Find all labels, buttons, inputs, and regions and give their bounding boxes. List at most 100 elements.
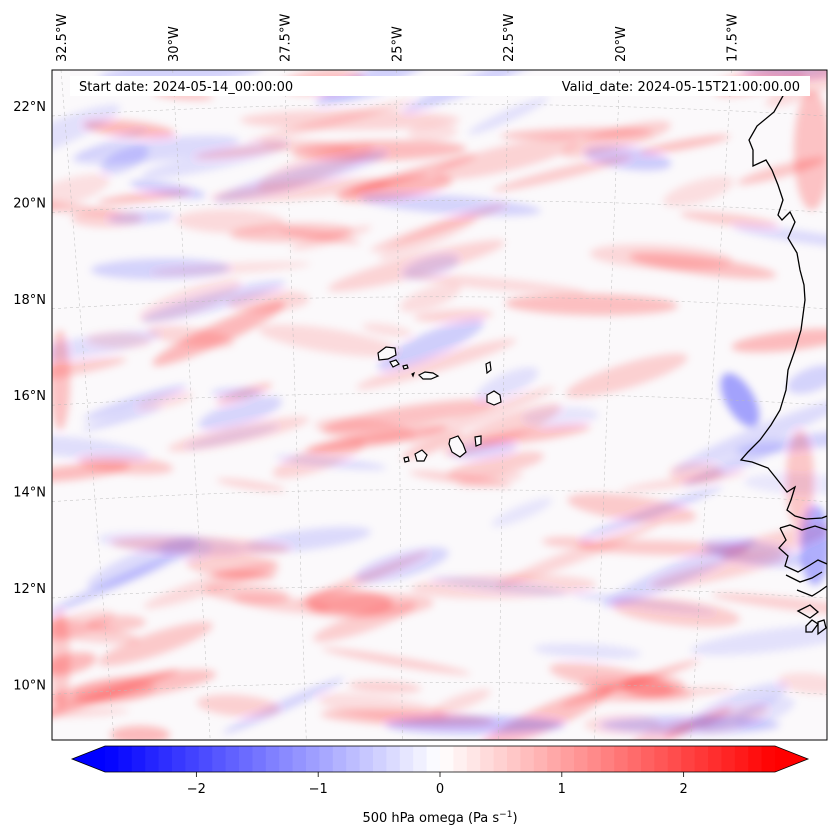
colorbar-cell xyxy=(440,746,454,772)
colorbar-cell xyxy=(560,746,575,772)
omega-feature xyxy=(800,505,827,585)
colorbar-cell xyxy=(426,746,441,772)
colorbar-cell xyxy=(346,746,360,772)
colorbar-cell xyxy=(681,746,695,772)
omega-feature xyxy=(52,330,70,430)
colorbar-cell xyxy=(641,746,655,772)
colorbar-cell xyxy=(279,746,293,772)
omega-streak xyxy=(565,353,688,398)
colorbar-cell xyxy=(533,746,548,772)
omega-streak xyxy=(52,197,123,216)
omega-streak xyxy=(129,180,206,199)
colorbar: −2 −1 0 1 2 500 hPa omega (Pa s−1) xyxy=(70,745,810,826)
island-santa-luzia xyxy=(402,364,409,370)
omega-feature xyxy=(794,90,827,210)
omega-streak xyxy=(259,139,355,152)
omega-feature xyxy=(210,178,390,202)
colorbar-label-main: 500 hPa omega (Pa s xyxy=(362,811,499,826)
omega-streak xyxy=(777,672,827,695)
colorbar-ticks: −2 −1 0 1 2 xyxy=(187,772,688,797)
omega-streak xyxy=(457,471,524,488)
omega-streak xyxy=(52,554,175,616)
omega-feature xyxy=(240,110,460,130)
colorbar-cells xyxy=(72,746,808,772)
colorbar-cell xyxy=(574,746,588,772)
island-fogo xyxy=(414,449,428,462)
omega-streak xyxy=(232,594,330,614)
omega-streak xyxy=(272,438,365,479)
colorbar-cell xyxy=(212,746,226,772)
omega-streak xyxy=(668,463,723,483)
omega-streak xyxy=(408,386,555,445)
colorbar-cell xyxy=(399,746,414,772)
omega-streak xyxy=(432,137,579,180)
colorbar-tick-label: 1 xyxy=(558,782,566,797)
map-frame xyxy=(51,69,828,741)
omega-streak xyxy=(533,643,642,660)
omega-streak xyxy=(52,708,130,718)
omega-streak xyxy=(321,647,471,675)
lon-gridline xyxy=(690,70,732,740)
colorbar-cell xyxy=(654,746,669,772)
island-santiago xyxy=(448,435,467,458)
lat-tick-label: 10°N xyxy=(13,678,46,693)
colorbar-cell xyxy=(198,746,213,772)
colorbar-cell xyxy=(172,746,186,772)
omega-streak xyxy=(679,211,779,228)
omega-streak xyxy=(83,384,187,421)
colorbar-cell xyxy=(667,746,682,772)
island-sao-nicolau xyxy=(411,371,440,380)
omega-streak xyxy=(52,669,217,705)
lat-gridline xyxy=(52,585,827,599)
omega-streak xyxy=(82,120,176,139)
lat-tick-label: 14°N xyxy=(13,486,46,501)
colorbar-cell xyxy=(547,746,561,772)
lon-tick-label: 17.5°W xyxy=(726,14,741,62)
colorbar-cell xyxy=(761,746,776,772)
omega-streak xyxy=(98,621,213,666)
colorbar-cell xyxy=(466,746,481,772)
lat-tick-label: 18°N xyxy=(13,293,46,308)
colorbar-cell xyxy=(319,746,334,772)
island-sao-vicente xyxy=(389,359,400,368)
omega-streak xyxy=(52,174,110,211)
omega-streak xyxy=(567,493,697,524)
colorbar-label: 500 hPa omega (Pa s−1) xyxy=(362,810,517,826)
colorbar-tick-label: 2 xyxy=(679,782,687,797)
colorbar-cell xyxy=(627,746,642,772)
omega-streak xyxy=(500,128,653,140)
lon-tick-label: 27.5°W xyxy=(279,14,294,62)
omega-streak xyxy=(75,129,147,158)
colorbar-cell xyxy=(587,746,602,772)
island-maio xyxy=(474,435,482,447)
omega-streak xyxy=(348,680,422,693)
omega-streak xyxy=(491,497,553,527)
start-date-label: Start date: 2024-05-14_00:00:00 xyxy=(79,80,293,95)
omega-streak xyxy=(52,434,149,461)
omega-streak xyxy=(407,123,458,141)
omega-streak xyxy=(711,593,827,618)
lon-gridline xyxy=(284,70,307,740)
colorbar-label-exponent: −1 xyxy=(499,810,512,820)
colorbar-cell xyxy=(131,746,146,772)
omega-streak xyxy=(77,455,174,475)
omega-streak xyxy=(560,659,701,707)
lon-gridline xyxy=(594,70,620,740)
gridlines xyxy=(52,70,827,740)
header-strip xyxy=(70,76,810,96)
lat-gridline xyxy=(52,489,827,502)
omega-feature xyxy=(110,726,170,740)
lat-gridline xyxy=(52,296,827,310)
colorbar-cell xyxy=(600,746,615,772)
omega-streak xyxy=(141,280,286,323)
lat-tick-label: 20°N xyxy=(13,196,46,211)
lon-tick-label: 32.5°W xyxy=(55,14,70,62)
omega-feature xyxy=(786,430,814,530)
lat-gridline xyxy=(52,200,827,213)
omega-feature xyxy=(720,373,760,427)
omega-streak xyxy=(257,143,374,191)
colorbar-label-close: ) xyxy=(512,811,517,826)
omega-streak xyxy=(222,677,345,734)
omega-streak xyxy=(402,254,460,280)
